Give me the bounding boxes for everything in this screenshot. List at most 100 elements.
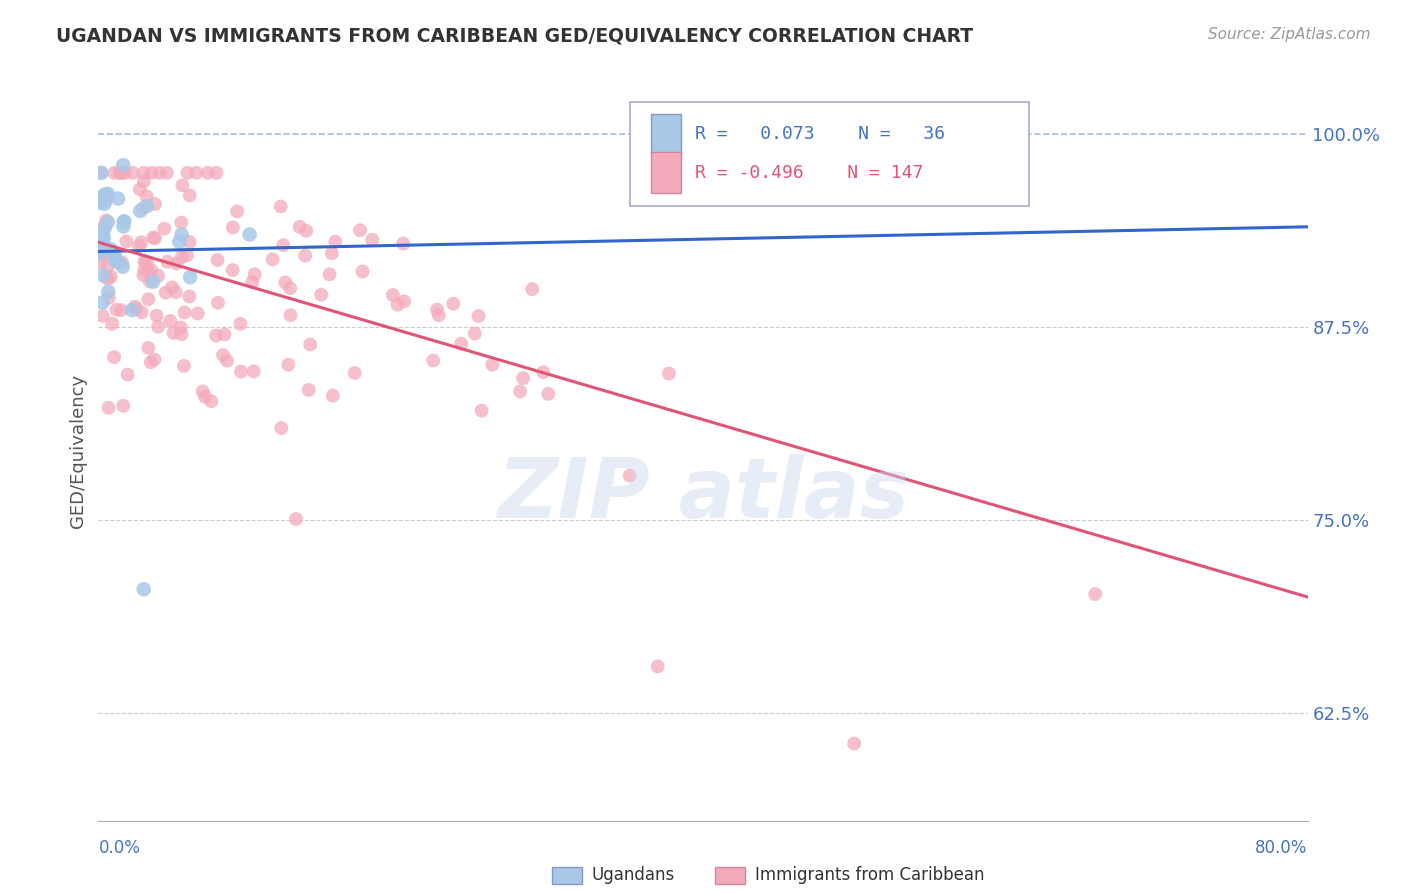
Point — [142, 275, 165, 289]
Point — [191, 384, 214, 399]
Text: Source: ZipAtlas.com: Source: ZipAtlas.com — [1208, 27, 1371, 42]
Point — [94, 189, 117, 203]
Point — [280, 308, 302, 322]
Point — [240, 275, 263, 289]
Point — [136, 262, 159, 277]
Point — [89, 195, 111, 210]
Point — [471, 403, 494, 417]
Point — [226, 204, 249, 219]
Point — [101, 317, 124, 331]
Point — [112, 214, 135, 228]
Point — [647, 659, 669, 673]
Point — [262, 252, 284, 267]
Point — [156, 254, 179, 268]
Point — [222, 220, 245, 235]
Point — [531, 365, 554, 379]
Point — [205, 328, 228, 343]
Point — [112, 158, 135, 172]
Point — [136, 341, 159, 355]
Point — [132, 268, 155, 282]
Point — [481, 358, 503, 372]
Point — [104, 250, 127, 264]
Point — [159, 314, 181, 328]
Point — [121, 166, 143, 180]
Point — [107, 192, 129, 206]
Point — [93, 196, 115, 211]
Point — [115, 235, 138, 249]
Point — [285, 512, 308, 526]
Point — [91, 247, 114, 261]
Point — [96, 245, 118, 260]
Point — [93, 219, 115, 234]
Point — [96, 193, 118, 207]
Point — [170, 216, 193, 230]
Text: R = -0.496    N = 147: R = -0.496 N = 147 — [695, 164, 922, 182]
Point — [131, 235, 153, 250]
Point — [111, 166, 134, 180]
Point — [325, 235, 347, 249]
Text: 80.0%: 80.0% — [1256, 839, 1308, 857]
Point — [387, 298, 409, 312]
Point — [214, 327, 236, 342]
Point — [229, 317, 252, 331]
Point — [110, 303, 132, 318]
Point — [107, 255, 129, 269]
Point — [89, 239, 111, 253]
Point — [100, 269, 122, 284]
Point — [509, 384, 531, 399]
Point — [298, 383, 321, 397]
Point — [93, 190, 115, 204]
Point — [114, 166, 136, 180]
Point — [129, 182, 152, 196]
Point — [392, 294, 415, 309]
Point — [143, 352, 166, 367]
Point — [299, 337, 322, 351]
Point — [207, 252, 229, 267]
Point — [343, 366, 366, 380]
Point — [349, 223, 371, 237]
Point — [97, 291, 120, 305]
Point — [136, 199, 159, 213]
Point — [422, 353, 444, 368]
Text: UGANDAN VS IMMIGRANTS FROM CARIBBEAN GED/EQUIVALENCY CORRELATION CHART: UGANDAN VS IMMIGRANTS FROM CARIBBEAN GED… — [56, 27, 973, 45]
Point — [288, 219, 311, 234]
Point — [274, 276, 297, 290]
Point — [124, 300, 146, 314]
Point — [145, 309, 167, 323]
Point — [117, 368, 139, 382]
Point — [91, 228, 114, 243]
Point — [112, 219, 135, 234]
Point — [148, 319, 170, 334]
Point — [215, 353, 238, 368]
Point — [93, 232, 115, 246]
Point — [197, 166, 219, 180]
Point — [187, 306, 209, 320]
Point — [143, 231, 166, 245]
Point — [318, 268, 340, 282]
Point — [111, 260, 134, 274]
Point — [172, 178, 194, 193]
Point — [242, 364, 264, 378]
Point — [243, 268, 266, 282]
Point — [162, 326, 184, 340]
Point — [142, 230, 165, 244]
Point — [221, 263, 243, 277]
FancyBboxPatch shape — [716, 867, 745, 884]
Point — [121, 303, 143, 318]
Point — [173, 305, 195, 319]
Point — [89, 246, 111, 260]
Point — [176, 248, 198, 262]
Point — [155, 285, 177, 300]
Point — [91, 309, 114, 323]
Point — [427, 308, 450, 322]
Point — [91, 268, 114, 283]
Point — [141, 263, 163, 277]
Point — [170, 327, 193, 342]
Point — [148, 166, 170, 180]
Point — [179, 235, 201, 249]
Point — [112, 399, 135, 413]
Point — [103, 166, 125, 180]
Point — [176, 166, 198, 180]
Text: ZIP atlas: ZIP atlas — [496, 454, 910, 535]
FancyBboxPatch shape — [551, 867, 582, 884]
